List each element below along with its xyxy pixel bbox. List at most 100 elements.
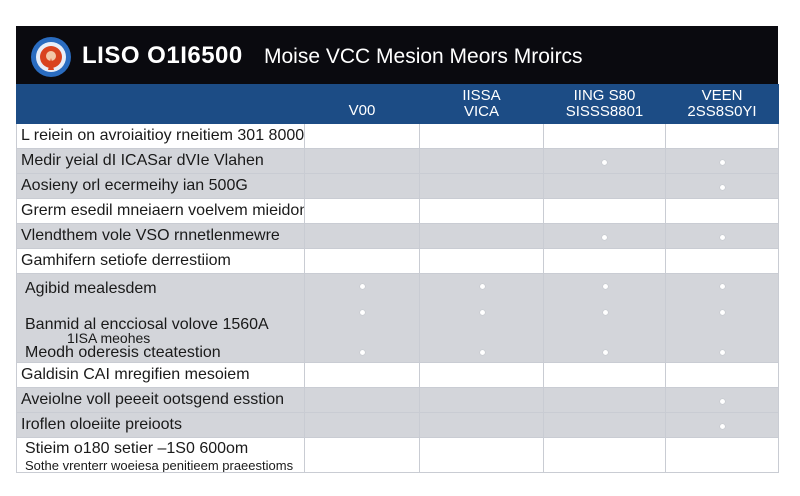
table-header-row: V00 IISSA VICA IING S80 SISSS8801 VEEN 2SS8… [16, 84, 779, 124]
bullet-dot-icon [719, 424, 725, 429]
dot-cell [419, 248, 544, 274]
bullet-dot-icon [479, 284, 485, 289]
dot-cell [543, 148, 666, 174]
row-label-line: Meodh oderesis cteatestion [25, 344, 221, 361]
row-label: Iroflen oloeiite preioots [16, 412, 305, 438]
dot-cell [665, 387, 779, 413]
table-row: Aosieny orl ecermeihy ian 500G [16, 173, 779, 199]
dot-cell [304, 412, 420, 438]
bullet-dot-icon [602, 235, 607, 240]
dot-cell [543, 173, 666, 199]
row-label: Vlendthem vole VSO rnnetlenmewre [16, 223, 305, 249]
table-row: Iroflen oloeiite preioots [16, 412, 779, 438]
dot-cell [304, 248, 420, 274]
dot-cell [304, 362, 420, 388]
column-header-label [16, 84, 305, 124]
row-label-line: Sothe vrenterr woeiesa penitieem praeest… [25, 458, 294, 473]
bullet-dot-icon [602, 310, 608, 315]
document-header: LISO O1I6500 Moise VCC Mesion Meors Mroi… [16, 26, 778, 84]
dot-cell [419, 223, 544, 249]
column-header-3: IING S80 SISSS8801 [543, 84, 666, 124]
table-row: Agibid mealesdem Banmid al encciosal volo… [16, 273, 779, 363]
table-row: Medir yeial dI ICASar dVIe Vlahen [16, 148, 779, 174]
dot-cell [543, 123, 666, 149]
dot-cell [419, 273, 544, 363]
bullet-dot-icon [719, 160, 725, 165]
bullet-dot-icon [360, 350, 365, 355]
table-row: L reiein on avroiaitioy rneitiem 301 800… [16, 123, 779, 149]
column-header-1: V00 [304, 84, 420, 124]
dot-cell [665, 273, 779, 363]
row-label-line: 1ISA meohes [67, 330, 151, 346]
table-row: Vlendthem vole VSO rnnetlenmewre [16, 223, 779, 249]
table-row: Galdisin CAI mregifien mesoiem [16, 362, 779, 388]
row-label: Grerm esedil mneiaern voelvem mieidon [16, 198, 305, 224]
dot-cell [304, 387, 420, 413]
document-frame: LISO O1I6500 Moise VCC Mesion Meors Mroi… [16, 26, 779, 476]
dot-cell [304, 223, 420, 249]
column-header-4: VEEN 2SS8S0YI [665, 84, 779, 124]
dot-cell [543, 248, 666, 274]
dot-cell [419, 173, 544, 199]
dot-cell [419, 123, 544, 149]
row-label-line: Agibid mealesdem [25, 280, 157, 297]
dot-cell [543, 198, 666, 224]
dot-cell [665, 248, 779, 274]
dot-cell [665, 148, 779, 174]
dot-cell [665, 123, 779, 149]
bullet-dot-icon [479, 350, 485, 355]
bullet-dot-icon [360, 310, 365, 315]
dot-cell [304, 173, 420, 199]
dot-cell [304, 148, 420, 174]
bullet-dot-icon [602, 350, 608, 355]
bullet-dot-icon [360, 284, 365, 289]
row-label: Stieim o180 setier –1S0 600om Sothe vrent… [16, 437, 305, 473]
bullet-dot-icon [479, 310, 485, 315]
table-row: Stieim o180 setier –1S0 600om Sothe vrent… [16, 437, 779, 473]
bullet-dot-icon [720, 310, 725, 315]
dot-cell [419, 148, 544, 174]
dot-cell [543, 273, 666, 363]
bullet-dot-icon [720, 350, 725, 355]
comparison-table: V00 IISSA VICA IING S80 SISSS8801 VEEN 2SS8… [16, 84, 779, 473]
dot-cell [304, 273, 420, 363]
dot-cell [419, 412, 544, 438]
dot-cell [543, 412, 666, 438]
row-label: L reiein on avroiaitioy rneitiem 301 800… [16, 123, 305, 149]
dot-cell [419, 362, 544, 388]
dot-cell [665, 198, 779, 224]
bullet-dot-icon [720, 284, 725, 289]
dot-cell [419, 198, 544, 224]
dot-cell [665, 412, 779, 438]
dot-cell [543, 362, 666, 388]
dot-cell [665, 223, 779, 249]
dot-cell [665, 173, 779, 199]
bullet-dot-icon [719, 185, 725, 190]
bullet-dot-icon [719, 235, 725, 240]
row-label: Agibid mealesdem Banmid al encciosal volo… [16, 273, 305, 363]
dot-cell [543, 387, 666, 413]
dot-cell [543, 437, 666, 473]
table-row: Gamhifern setiofe derrestiiom [16, 248, 779, 274]
header-code: LISO O1I6500 [82, 42, 243, 69]
dot-cell [665, 437, 779, 473]
row-label: Aosieny orl ecermeihy ian 500G [16, 173, 305, 199]
dot-cell [419, 387, 544, 413]
dot-cell [543, 223, 666, 249]
column-header-2: IISSA VICA [419, 84, 544, 124]
table-row: Aveiolne voll peeeit ootsgend esstion [16, 387, 779, 413]
row-label-line: Stieim o180 setier –1S0 600om [25, 440, 249, 457]
row-label: Galdisin CAI mregifien mesoiem [16, 362, 305, 388]
row-label-line: Banmid al encciosal volove 1560A [25, 316, 269, 333]
bullet-dot-icon [602, 160, 607, 165]
dot-cell [304, 437, 420, 473]
bullet-dot-icon [719, 399, 725, 404]
header-title: Moise VCC Mesion Meors Mroircs [264, 45, 583, 68]
target-logo-icon [31, 37, 71, 77]
dot-cell [419, 437, 544, 473]
dot-cell [665, 362, 779, 388]
row-label: Gamhifern setiofe derrestiiom [16, 248, 305, 274]
row-label: Medir yeial dI ICASar dVIe Vlahen [16, 148, 305, 174]
row-label: Aveiolne voll peeeit ootsgend esstion [16, 387, 305, 413]
bullet-dot-icon [602, 284, 608, 289]
